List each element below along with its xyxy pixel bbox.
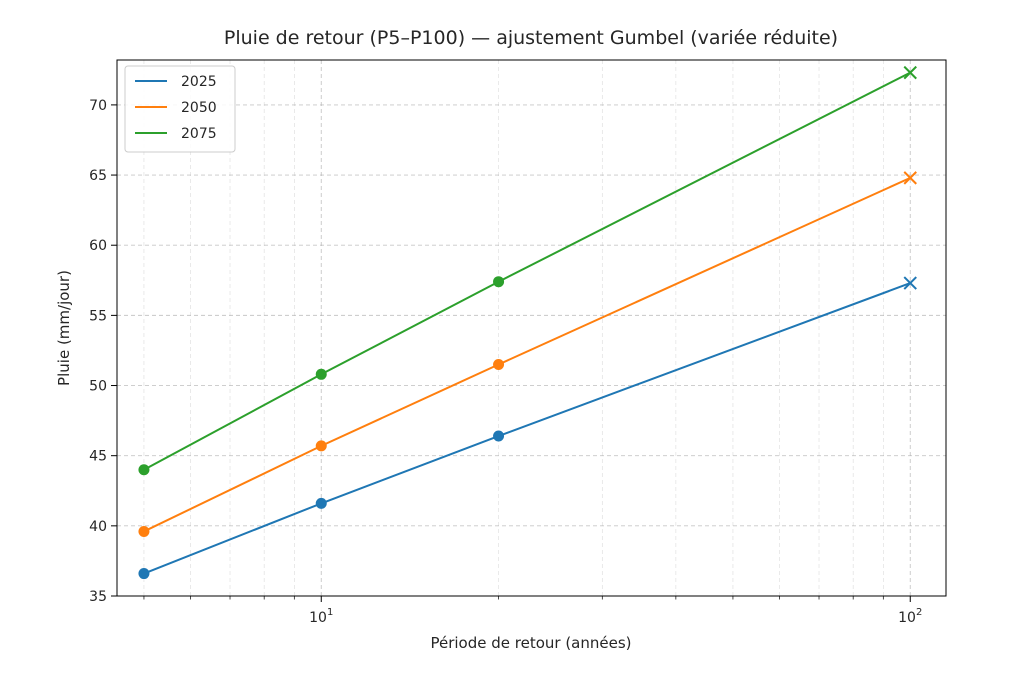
legend-label: 2075 <box>181 126 217 142</box>
legend-label: 2050 <box>181 100 217 116</box>
x-tick-label-exponent: 2 <box>916 607 922 618</box>
y-tick-label: 50 <box>89 379 107 395</box>
x-tick-label-base: 10 <box>309 610 327 626</box>
y-tick-label: 40 <box>89 519 107 535</box>
x-tick-label: 101 <box>309 607 333 626</box>
data-point-cross <box>903 171 917 185</box>
data-point-circle <box>138 464 150 476</box>
series-2075 <box>138 65 917 476</box>
legend: 2025 2050 2075 <box>124 65 236 153</box>
legend-box <box>124 65 236 153</box>
data-point-circle <box>315 440 327 452</box>
y-tick-label: 35 <box>89 589 107 605</box>
y-tick-label: 45 <box>89 449 107 465</box>
x-tick-label: 102 <box>898 607 922 626</box>
data-point-circle <box>315 368 327 380</box>
plot-frame <box>116 59 947 597</box>
series-line <box>142 71 912 471</box>
legend-item: 2025 <box>135 74 217 90</box>
x-tick-label-exponent: 1 <box>327 607 333 618</box>
data-point-circle <box>138 568 150 580</box>
series-line <box>142 282 912 575</box>
legend-label: 2025 <box>181 74 217 90</box>
legend-item: 2075 <box>135 126 217 142</box>
chart-title: Pluie de retour (P5–P100) — ajustement G… <box>224 27 838 49</box>
data-point-cross <box>903 65 917 80</box>
data-point-circle <box>493 430 505 442</box>
data-point-circle <box>138 525 150 537</box>
grid <box>117 60 946 597</box>
y-tick-label: 60 <box>89 238 107 254</box>
series-2050 <box>138 171 917 537</box>
x-tick-label-base: 10 <box>898 610 916 626</box>
data-point-circle <box>493 276 505 288</box>
legend-item: 2050 <box>135 100 217 116</box>
y-axis-label: Pluie (mm/jour) <box>55 270 73 386</box>
series-line <box>142 176 912 533</box>
y-tick-label: 55 <box>89 308 107 324</box>
data-point-circle <box>493 358 505 370</box>
series-2025 <box>138 276 917 580</box>
y-tick-label: 70 <box>89 98 107 114</box>
series-layer <box>138 65 917 580</box>
y-tick-label: 65 <box>89 168 107 184</box>
x-axis-label: Période de retour (années) <box>430 634 631 652</box>
data-point-circle <box>315 497 327 509</box>
data-point-cross <box>903 276 917 290</box>
